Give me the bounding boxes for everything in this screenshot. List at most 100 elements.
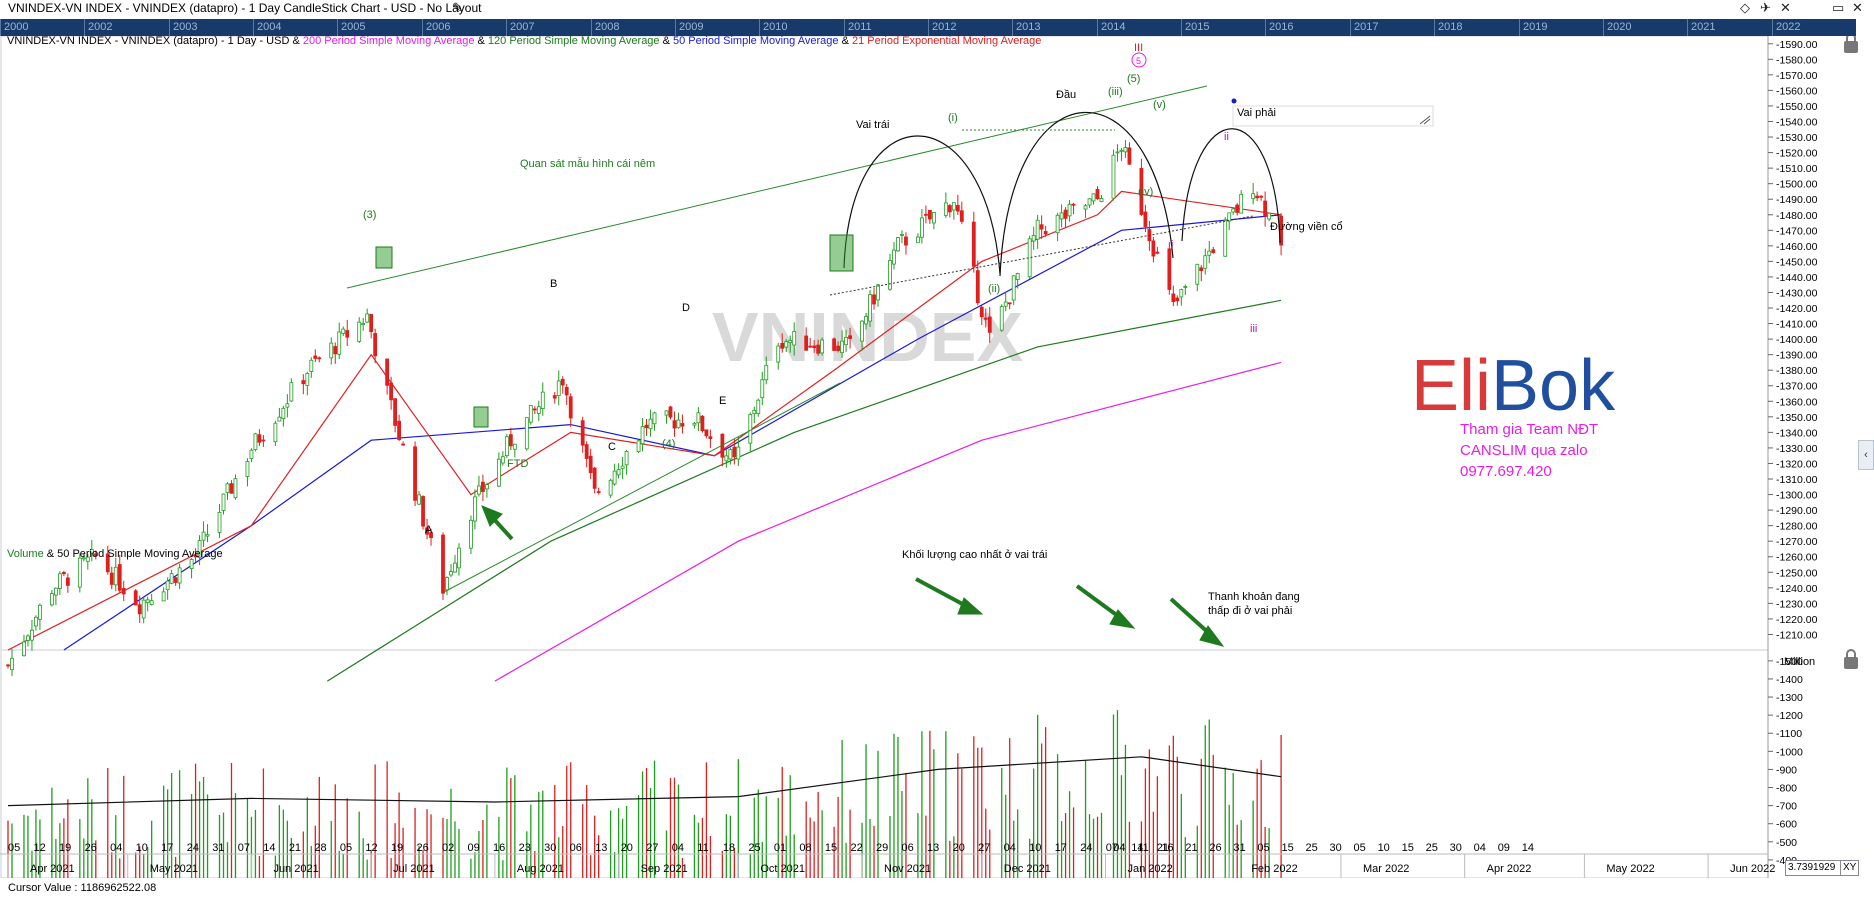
year-label[interactable]: 2010: [763, 21, 788, 33]
year-label[interactable]: 2007: [510, 21, 535, 33]
wedge-upper-line[interactable]: [346, 85, 1208, 289]
lock-icon[interactable]: [1844, 36, 1858, 53]
zoom-input[interactable]: 3.7391929: [1785, 860, 1841, 876]
x-day-label: 30: [1450, 842, 1462, 854]
year-label[interactable]: 2009: [679, 21, 704, 33]
volume-sma-line[interactable]: [7, 756, 1282, 807]
candle-body: [896, 237, 900, 252]
x-day-label: 01: [774, 842, 786, 854]
candle-body: [385, 358, 390, 386]
candle-body: [560, 378, 565, 386]
x-day-label: 31: [1233, 842, 1245, 854]
volume-tick-label: -800: [1776, 783, 1797, 795]
collapse-panel-button[interactable]: ‹: [1858, 440, 1874, 470]
highlight-box-2[interactable]: [473, 406, 489, 428]
volume-arrow-2: [1075, 584, 1124, 621]
close-window-icon[interactable]: ✕: [1852, 0, 1863, 15]
candle-body: [329, 342, 334, 359]
x-day-label: 13: [595, 842, 607, 854]
volume-note-right-2: thấp đi ở vai phải: [1208, 605, 1292, 617]
chart-area[interactable]: -1590.00 -1580.00 -1570.00 -1560.00 -1550.00…: [0, 36, 1874, 878]
candle-body: [860, 320, 864, 342]
candle-body: [345, 330, 350, 338]
x-day-label: 12: [34, 842, 46, 854]
wedge-lower-line[interactable]: [443, 382, 841, 593]
candle-body: [580, 420, 585, 446]
price-tick-label: -1300.00: [1776, 490, 1818, 502]
x-month-label: Mar 2022: [1363, 863, 1409, 875]
year-label[interactable]: 2003: [173, 21, 198, 33]
head-arc[interactable]: [999, 111, 1174, 277]
highlight-box-3[interactable]: [829, 234, 854, 272]
label-ftd: FTD: [507, 458, 528, 470]
x-day-label: 06: [902, 842, 914, 854]
xy-button[interactable]: XY: [1840, 860, 1860, 876]
year-label[interactable]: 2005: [341, 21, 366, 33]
candle-body: [820, 339, 825, 354]
year-label[interactable]: 2008: [595, 21, 620, 33]
year-label[interactable]: 2021: [1691, 21, 1716, 33]
year-label[interactable]: 2020: [1607, 21, 1632, 33]
label-wave-5: (5): [1127, 73, 1140, 85]
candle-body: [556, 380, 561, 396]
year-tick: [0, 19, 1, 36]
price-tick-label: -1450.00: [1776, 256, 1818, 268]
year-label[interactable]: 2018: [1438, 21, 1463, 33]
price-panel-frame: [0, 36, 1769, 651]
candle-body: [1195, 263, 1200, 285]
candle-body: [1007, 302, 1012, 305]
price-tick-label: -1280.00: [1776, 521, 1818, 533]
restore-icon[interactable]: ▭: [1832, 0, 1845, 15]
year-label[interactable]: 2006: [426, 21, 451, 33]
diamond-icon[interactable]: ◇: [1740, 0, 1750, 15]
year-label[interactable]: 2013: [1016, 21, 1041, 33]
price-tick-label: -1250.00: [1776, 567, 1818, 579]
close-icon[interactable]: ✕: [1780, 0, 1791, 15]
candle-body: [1199, 267, 1204, 271]
candle-body: [1175, 297, 1180, 302]
label-A: A: [425, 524, 433, 536]
year-label[interactable]: 2019: [1523, 21, 1548, 33]
price-tick-label: -1430.00: [1776, 287, 1818, 299]
candle-body: [1263, 200, 1268, 217]
sma120-line[interactable]: [326, 299, 1282, 682]
resize-handle[interactable]: [1419, 115, 1431, 125]
candle-body: [792, 331, 797, 346]
highlight-box-1[interactable]: [375, 246, 393, 269]
label-head: Đầu: [1056, 89, 1076, 101]
year-label[interactable]: 2012: [932, 21, 957, 33]
year-label[interactable]: 2002: [88, 21, 113, 33]
year-label[interactable]: 2015: [1185, 21, 1210, 33]
candle-body: [788, 340, 793, 343]
candle-body: [221, 493, 226, 511]
candle-body: [189, 559, 194, 570]
year-tick: [422, 19, 423, 36]
year-label[interactable]: 2011: [848, 21, 872, 33]
x-day-label: 04: [672, 842, 684, 854]
label-wave-3: (3): [363, 209, 376, 221]
candle-body: [804, 335, 809, 351]
year-label[interactable]: 2000: [4, 21, 29, 33]
right-shoulder-arc[interactable]: [1181, 128, 1281, 244]
year-label[interactable]: 2016: [1269, 21, 1294, 33]
candle-body: [1239, 193, 1244, 214]
sma200-line[interactable]: [494, 361, 1282, 682]
year-label[interactable]: 2017: [1354, 21, 1379, 33]
candle-body: [1227, 212, 1232, 222]
ema21-line[interactable]: [7, 190, 1282, 651]
edit-pencil-icon[interactable]: ✎: [452, 0, 463, 15]
year-navigator[interactable]: 2000 2002 2003 2004 2005 2006 2007 2008 2009 2010…: [0, 19, 1856, 36]
volume-lock-icon[interactable]: [1844, 649, 1858, 669]
year-tick: [84, 19, 85, 36]
year-label[interactable]: 2022: [1776, 21, 1801, 33]
pin-icon[interactable]: ✈: [1760, 0, 1771, 15]
year-label[interactable]: 2014: [1101, 21, 1126, 33]
candle-body: [1171, 293, 1176, 303]
year-label[interactable]: 2004: [257, 21, 282, 33]
x-day-label: 08: [799, 842, 811, 854]
price-tick-label: -1340.00: [1776, 427, 1818, 439]
year-tick: [1603, 19, 1604, 36]
candle-body: [644, 424, 649, 429]
candle-body: [584, 444, 589, 459]
left-shoulder-arc[interactable]: [843, 135, 1001, 275]
